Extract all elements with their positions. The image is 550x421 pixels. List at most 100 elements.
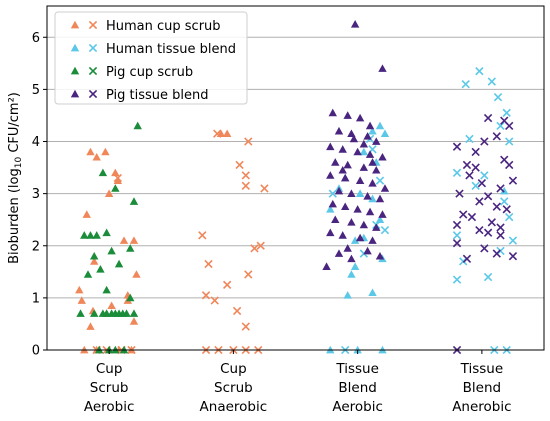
y-tick-label: 5 (32, 83, 40, 98)
data-point-triangle (102, 229, 110, 237)
data-point-triangle (130, 236, 138, 244)
data-point-triangle (99, 169, 107, 177)
data-point-x (506, 122, 513, 129)
data-point-triangle (130, 197, 138, 205)
legend: Human cup scrub Human tissue blend Pig cup… (55, 12, 247, 104)
legend-label: Pig tissue blend (106, 88, 209, 103)
data-point-triangle (343, 291, 351, 299)
x-tick-label: Cup (220, 361, 247, 377)
data-point-x (488, 78, 495, 85)
data-point-triangle (378, 153, 386, 161)
x-tick-label: Blend (463, 380, 501, 396)
data-point-triangle (223, 129, 231, 137)
data-point-x (476, 198, 483, 205)
data-point-triangle (353, 148, 361, 156)
data-point-x (468, 213, 475, 220)
data-point-x (472, 164, 479, 171)
data-point-triangle (130, 309, 138, 317)
data-point-x (493, 203, 500, 210)
data-point-triangle (132, 270, 140, 278)
data-point-x (484, 229, 491, 236)
data-point-x (466, 172, 473, 179)
data-point-triangle (120, 236, 128, 244)
data-point-triangle (368, 179, 376, 187)
data-point-triangle (101, 148, 109, 156)
data-point-triangle (347, 255, 355, 263)
data-point-x (484, 114, 491, 121)
data-point-x (463, 255, 470, 262)
data-point-triangle (363, 247, 371, 255)
data-point-x (463, 161, 470, 168)
data-point-triangle (368, 236, 376, 244)
data-point-triangle (381, 129, 389, 137)
data-point-x (501, 198, 508, 205)
y-tick-label: 4 (32, 135, 40, 150)
x-tick-label: Anaerobic (200, 399, 268, 415)
data-point-x (453, 221, 460, 228)
data-point-x (497, 224, 504, 231)
data-point-x (245, 271, 252, 278)
data-point-triangle (351, 20, 359, 28)
x-tick-label: Aerobic (84, 399, 135, 415)
data-point-triangle (326, 143, 334, 151)
data-point-x (462, 81, 469, 88)
data-point-x (381, 227, 388, 234)
data-point-triangle (376, 195, 384, 203)
data-point-triangle (326, 229, 334, 237)
data-point-triangle (368, 288, 376, 296)
data-point-x (234, 307, 241, 314)
data-point-triangle (378, 64, 386, 72)
data-point-triangle (134, 122, 142, 130)
data-point-x (481, 172, 488, 179)
data-point-triangle (341, 174, 349, 182)
data-point-triangle (339, 231, 347, 239)
data-point-x (497, 232, 504, 239)
data-point-triangle (343, 111, 351, 119)
y-tick-label: 6 (32, 31, 40, 46)
data-point-triangle (339, 145, 347, 153)
legend-label: Pig cup scrub (106, 65, 193, 80)
data-point-triangle (83, 210, 91, 218)
data-point-triangle (351, 262, 359, 270)
data-point-triangle (115, 260, 123, 268)
x-tick-label: Aerobic (332, 399, 383, 415)
data-point-triangle (356, 176, 364, 184)
data-point-triangle (356, 114, 364, 122)
data-point-triangle (107, 301, 115, 309)
y-tick-label: 1 (32, 291, 40, 306)
data-point-x (453, 169, 460, 176)
data-point-x (472, 148, 479, 155)
data-point-x (493, 250, 500, 257)
x-tick-label: Tissue (460, 361, 504, 377)
data-point-triangle (322, 262, 330, 270)
data-point-x (199, 232, 206, 239)
data-point-triangle (343, 161, 351, 169)
data-point-x (506, 161, 513, 168)
data-point-x (493, 133, 500, 140)
data-point-triangle (111, 184, 119, 192)
data-point-x (376, 177, 383, 184)
data-point-x (484, 273, 491, 280)
data-point-triangle (341, 202, 349, 210)
data-point-triangle (360, 163, 368, 171)
data-point-triangle (366, 122, 374, 130)
data-point-triangle (335, 127, 343, 135)
data-point-x (509, 253, 516, 260)
data-point-triangle (90, 252, 98, 260)
x-tick-label: Scrub (214, 380, 253, 396)
data-point-triangle (331, 158, 339, 166)
data-point-x (453, 143, 460, 150)
data-point-x (509, 177, 516, 184)
data-point-x (503, 109, 510, 116)
data-point-x (453, 276, 460, 283)
data-point-triangle (84, 270, 92, 278)
data-point-triangle (86, 322, 94, 330)
data-point-x (453, 232, 460, 239)
data-point-x (242, 172, 249, 179)
data-point-triangle (376, 122, 384, 130)
data-point-triangle (360, 221, 368, 229)
data-point-x (509, 237, 516, 244)
x-tick-label: Tissue (335, 361, 379, 377)
data-point-triangle (130, 317, 138, 325)
